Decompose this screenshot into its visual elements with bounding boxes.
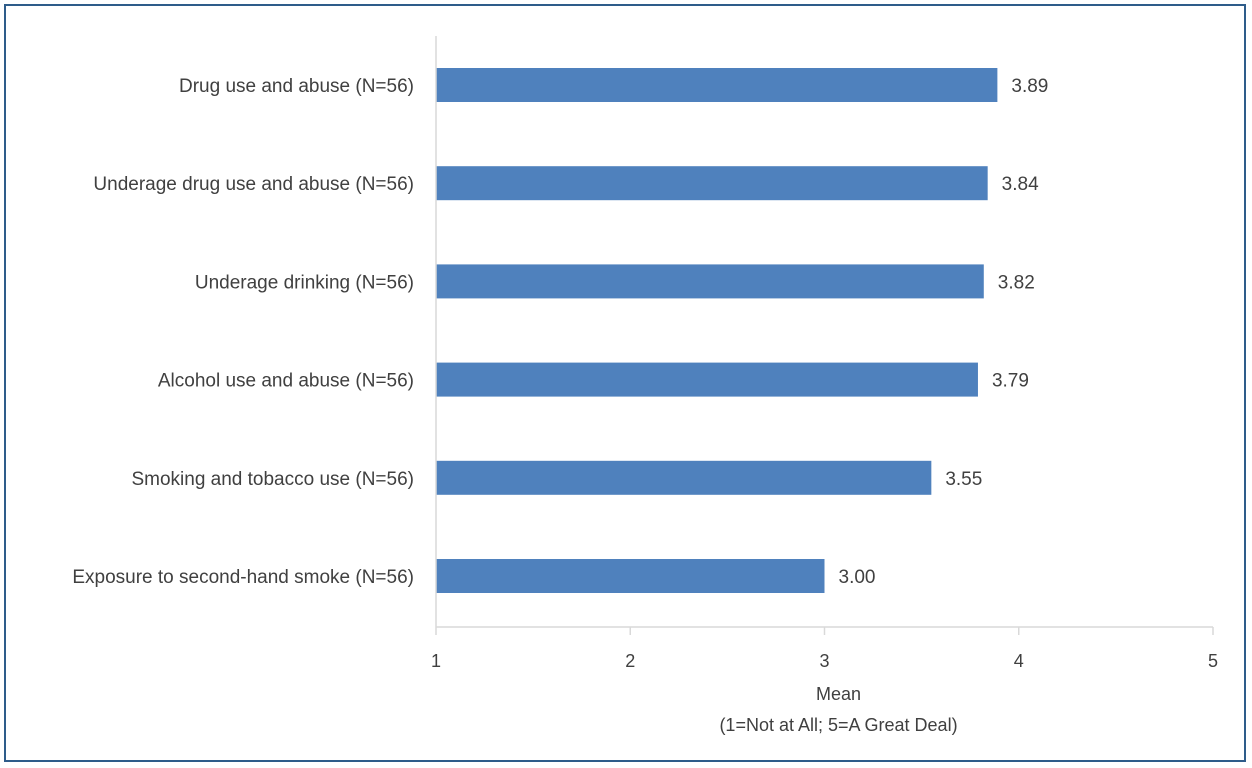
x-axis: [435, 36, 1214, 635]
x-axis-subtitle: (1=Not at All; 5=A Great Deal): [719, 715, 957, 735]
category-label: Smoking and tobacco use (N=56): [131, 469, 414, 490]
data-label: 3.55: [945, 469, 982, 490]
bars-layer: [436, 68, 998, 593]
data-label: 3.00: [839, 567, 876, 588]
x-axis-title: Mean: [816, 684, 861, 704]
category-label: Underage drug use and abuse (N=56): [93, 174, 414, 195]
category-label: Underage drinking (N=56): [195, 272, 414, 293]
bar: [436, 559, 825, 593]
data-label: 3.79: [992, 371, 1029, 392]
bar: [436, 460, 932, 495]
category-label: Exposure to second-hand smoke (N=56): [72, 567, 414, 588]
x-tick-label: 1: [431, 651, 441, 671]
x-tick-label: 3: [819, 651, 829, 671]
bar: [436, 362, 978, 397]
x-tick-label: 2: [625, 651, 635, 671]
bar: [436, 166, 988, 201]
bar: [436, 68, 998, 102]
category-label: Alcohol use and abuse (N=56): [158, 371, 414, 392]
data-label: 3.84: [1002, 174, 1039, 195]
bar: [436, 264, 984, 299]
data-label: 3.89: [1011, 76, 1048, 97]
x-tick-label: 5: [1208, 651, 1218, 671]
category-label: Drug use and abuse (N=56): [179, 76, 414, 97]
x-tick-label: 4: [1014, 651, 1024, 671]
data-label: 3.82: [998, 272, 1035, 293]
